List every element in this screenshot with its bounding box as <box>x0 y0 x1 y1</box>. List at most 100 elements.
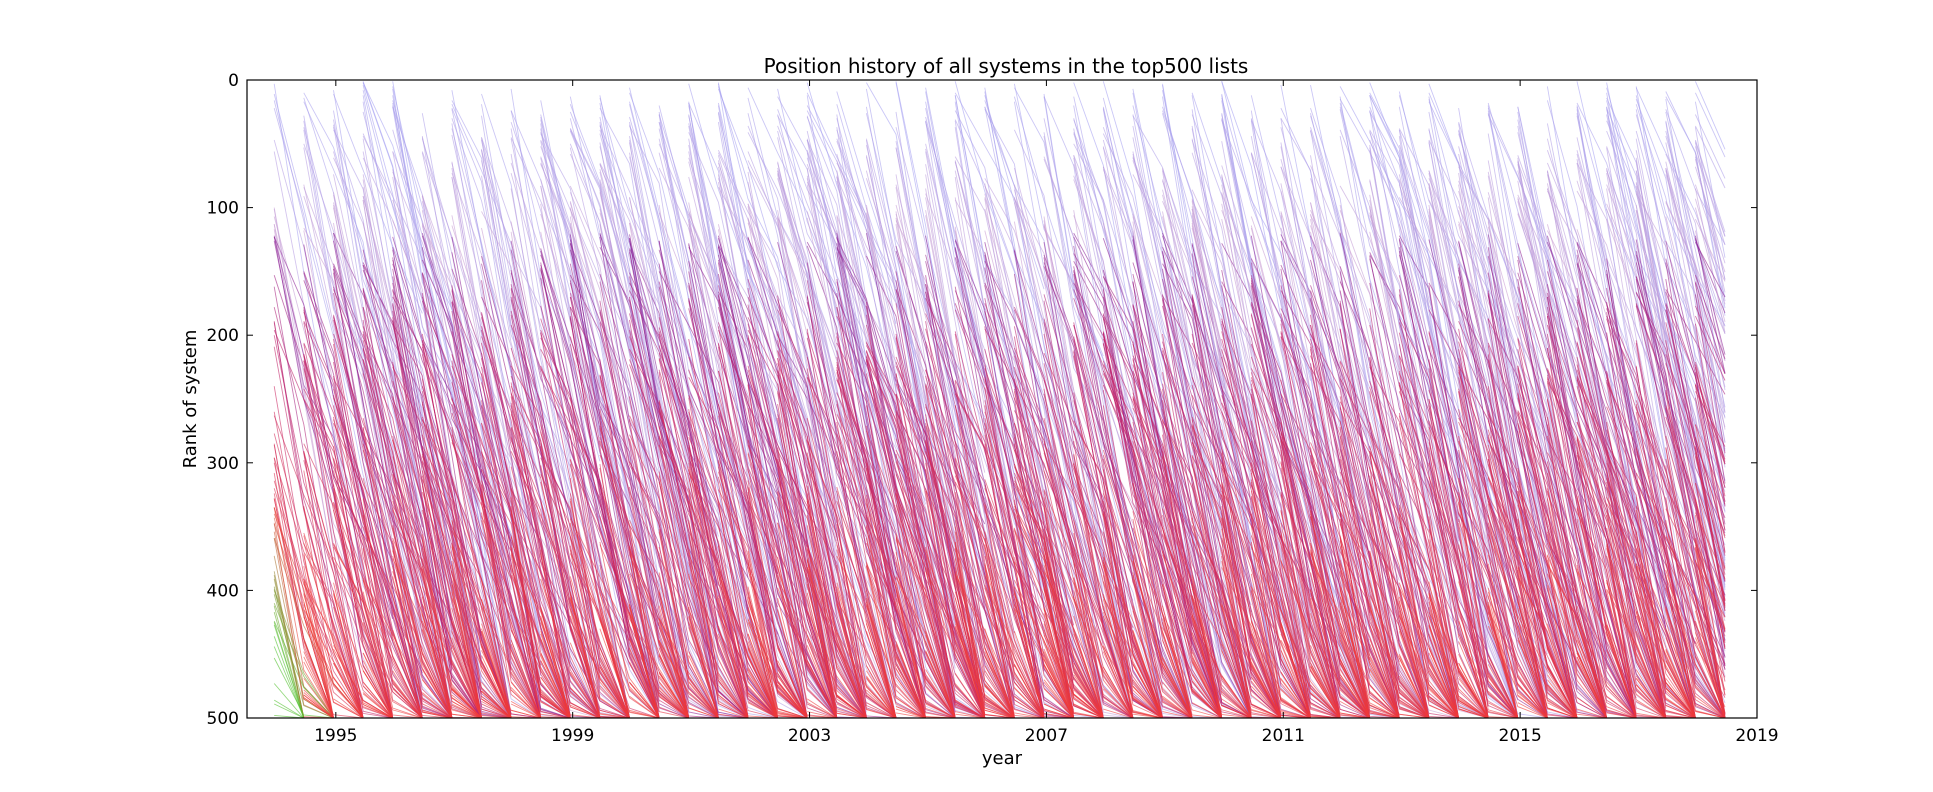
system-trajectory <box>777 217 926 718</box>
system-trajectory <box>1191 583 1223 718</box>
system-trajectory <box>1665 637 1696 718</box>
system-trajectory <box>1102 559 1163 718</box>
system-trajectory <box>777 684 808 718</box>
system-trajectory <box>1458 581 1519 718</box>
system-trajectory <box>747 692 778 718</box>
system-trajectory <box>1546 623 1578 718</box>
system-trajectory <box>1398 684 1430 718</box>
system-trajectory <box>1546 296 1667 718</box>
system-trajectory <box>1043 688 1075 718</box>
system-trajectory <box>1310 550 1371 718</box>
system-trajectory <box>1339 518 1400 718</box>
system-trajectory <box>1339 603 1400 718</box>
system-trajectory <box>1073 615 1104 718</box>
system-trajectory <box>1428 611 1489 718</box>
system-trajectory <box>362 580 423 718</box>
system-trajectory <box>1191 632 1252 718</box>
system-trajectory <box>1191 139 1282 498</box>
system-trajectory <box>865 538 926 718</box>
system-trajectory <box>362 591 394 718</box>
system-trajectory <box>392 679 423 718</box>
system-trajectory <box>303 578 364 718</box>
system-trajectory <box>1280 624 1311 718</box>
system-trajectory <box>421 566 453 718</box>
system-trajectory <box>865 623 897 718</box>
system-trajectory <box>718 186 838 542</box>
system-trajectory <box>1221 567 1282 718</box>
system-trajectory <box>1162 698 1193 718</box>
system-trajectory <box>1546 452 1666 718</box>
system-trajectory <box>1428 539 1489 718</box>
system-trajectory <box>984 567 1015 718</box>
system-trajectory <box>806 549 867 718</box>
system-trajectory <box>569 216 690 718</box>
system-trajectory <box>629 695 660 718</box>
system-trajectory <box>1043 679 1075 718</box>
system-trajectory <box>1635 701 1667 718</box>
system-trajectory <box>747 559 779 718</box>
system-trajectory <box>1132 605 1193 718</box>
system-trajectory <box>866 694 897 718</box>
system-trajectory <box>1073 689 1104 718</box>
system-trajectory <box>1369 550 1430 718</box>
system-trajectory <box>1547 564 1637 718</box>
system-trajectory <box>1399 692 1430 718</box>
system-trajectory <box>1694 483 1726 612</box>
system-trajectory <box>1665 583 1696 718</box>
system-trajectory <box>1073 577 1104 718</box>
system-trajectory <box>955 713 985 718</box>
system-trajectory <box>1606 173 1726 718</box>
system-trajectory <box>1458 477 1578 718</box>
system-trajectory <box>1014 695 1045 718</box>
system-trajectory <box>1458 161 1608 718</box>
system-trajectory <box>362 693 393 718</box>
system-trajectory <box>1043 553 1104 718</box>
system-trajectory <box>569 292 689 718</box>
system-trajectory <box>1635 430 1726 718</box>
system-trajectory <box>925 469 986 718</box>
x-tick-label: 1995 <box>314 726 357 746</box>
system-trajectory <box>1102 666 1134 718</box>
system-trajectory <box>1310 355 1430 718</box>
system-trajectory <box>1132 235 1252 718</box>
system-trajectory <box>836 281 956 718</box>
system-trajectory <box>1221 529 1252 718</box>
system-trajectory <box>1043 703 1074 718</box>
system-trajectory <box>1339 689 1371 718</box>
system-trajectory <box>303 554 334 718</box>
system-trajectory <box>1132 664 1163 718</box>
system-trajectory <box>303 697 334 718</box>
system-trajectory <box>777 309 927 718</box>
y-axis: 0 100 200 300 400 500 <box>207 71 1757 729</box>
system-trajectory <box>1191 201 1282 718</box>
system-trajectory <box>362 652 423 718</box>
system-trajectory <box>954 597 1015 718</box>
system-trajectory <box>1132 518 1193 718</box>
system-trajectory <box>481 484 542 718</box>
system-trajectory <box>599 375 690 718</box>
system-trajectory <box>1369 638 1400 718</box>
system-trajectory <box>984 208 1133 718</box>
system-trajectory <box>273 636 305 718</box>
system-trajectory <box>1014 712 1045 718</box>
system-trajectory <box>629 652 660 718</box>
system-trajectory <box>836 176 1015 718</box>
system-trajectory <box>1221 448 1282 718</box>
system-trajectory <box>1162 400 1252 718</box>
system-trajectory <box>1694 656 1726 718</box>
system-trajectory <box>510 687 542 718</box>
system-trajectory <box>1398 382 1518 718</box>
system-trajectory <box>1132 281 1223 702</box>
system-trajectory <box>451 434 542 718</box>
system-trajectory <box>1221 555 1252 718</box>
system-trajectory <box>333 676 364 718</box>
system-trajectory <box>925 328 1015 718</box>
system-trajectory <box>392 507 482 718</box>
system-trajectory <box>1221 675 1252 718</box>
system-trajectory <box>510 682 542 718</box>
system-trajectory <box>806 610 867 718</box>
system-trajectory <box>1250 472 1341 718</box>
system-trajectory <box>865 590 897 718</box>
system-trajectory <box>1132 370 1223 718</box>
system-trajectory <box>421 604 512 718</box>
